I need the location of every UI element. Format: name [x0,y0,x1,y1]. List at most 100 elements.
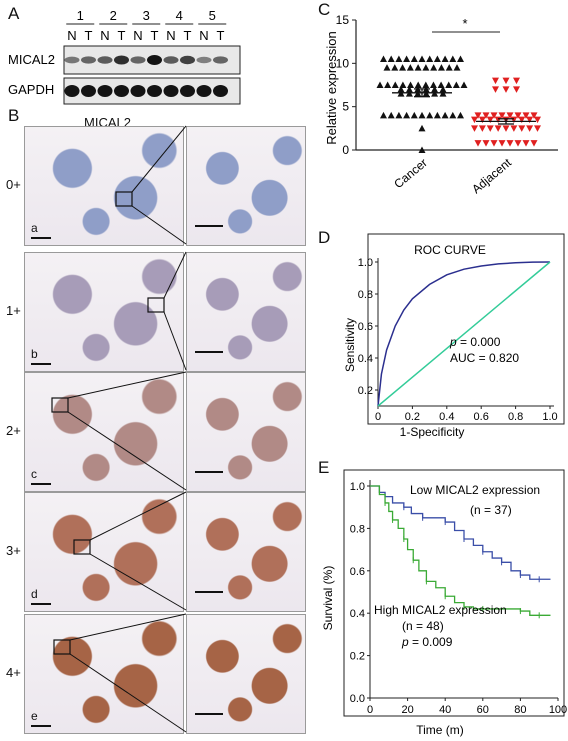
zoom-box [53,639,71,655]
ihc-low-mag-image: a [24,126,184,246]
scatter-point-adjacent [482,140,490,147]
blot-label-gapdh: GAPDH [8,82,54,97]
scatter-point-cancer [453,64,461,71]
scatter-point-cancer [376,81,384,88]
blot-band [147,85,162,97]
scatter-point-cancer [449,111,457,119]
blot-band [81,85,96,97]
ihc-high-mag-image [186,126,306,246]
scatter-point-adjacent [492,77,499,85]
scatter-point-adjacent [471,125,478,132]
survival-xtick: 40 [439,704,451,716]
scatter-point-adjacent [518,116,526,124]
scatter-point-cancer [391,64,399,71]
survival-xtick: 80 [514,704,526,716]
scatter-point-cancer [445,81,453,88]
blot-band [97,56,113,64]
scatter-point-cancer [431,85,439,93]
scatter-point-adjacent [494,116,502,124]
scatter-point-adjacent [530,140,538,147]
lane-label: N [133,28,142,43]
scatter-ytick: 0 [342,143,349,157]
survival-ytick: 0.0 [350,693,365,705]
scatter-point-cancer [452,81,460,88]
scatter-point-cancer [430,64,438,71]
roc-xtick: 1.0 [542,411,557,423]
scatter-point-cancer [395,55,403,62]
scatter-point-cancer [380,111,387,119]
scatter-point-adjacent [498,112,506,119]
scale-bar [195,225,223,227]
scatter-point-adjacent [474,140,482,147]
ihc-sublabel: b [31,347,38,361]
lane-group-labels: 1 2 3 4 5 [66,8,227,25]
scale-bar [31,363,51,365]
scatter-point-adjacent [502,77,510,85]
scatter-point-adjacent [490,112,498,119]
scatter-point-adjacent [486,125,494,132]
scatter-point-adjacent [510,116,518,124]
scatter-category: Cancer [391,156,430,192]
ihc-score-3: 3+ [6,543,21,558]
survival-xtick: 100 [549,704,567,716]
scatter-point-adjacent [486,116,494,124]
scatter-point-cancer [395,111,403,119]
scatter-point-adjacent [502,86,510,93]
scatter-ytick: 5 [342,100,349,114]
roc-xtick: 0.6 [474,411,489,423]
ihc-high-mag-image [186,252,306,372]
scatter-point-cancer [445,64,453,71]
scatter-point-cancer [403,111,411,119]
survival-line [370,485,551,580]
zoom-box [73,539,91,555]
ihc-score-2: 2+ [6,423,21,438]
scatter-point-cancer [410,55,418,62]
survival-ytick: 0.6 [350,566,365,578]
scatter-point-adjacent [494,125,502,132]
zoom-lines [51,125,187,733]
roc-ylabel: Sensitivity [343,318,357,372]
scatter-point-cancer [405,85,413,93]
scatter-point-adjacent [502,125,510,132]
lane-group-3: 3 [143,8,150,23]
scale-bar [31,603,51,605]
scatter-point-cancer [418,124,426,132]
panel-a-letter: A [8,4,20,23]
scatter-point-cancer [418,111,426,119]
roc-line-reference [377,261,551,407]
scatter-category: Adjacent [469,155,514,196]
survival-xtick: 60 [477,704,489,716]
scatter-point-cancer [410,111,418,119]
scatter-point-adjacent [506,112,514,119]
scatter-point-cancer [449,55,457,62]
roc-xtick: 0.4 [439,411,454,423]
scatter-point-adjacent [474,112,482,119]
scatter-point-cancer [399,64,407,71]
blot-label-mical2: MICAL2 [8,52,55,67]
scatter-point-cancer [407,81,415,88]
blot-band [163,56,179,64]
scatter-point-cancer [426,111,434,119]
scale-bar [195,351,223,353]
blot-band [196,85,212,97]
lane-label: N [199,28,208,43]
scale-bar [31,483,51,485]
panel-b-letter: B [8,106,20,125]
lane-label: T [217,28,225,43]
high-n-label: (n = 48) [402,619,444,633]
blot-band [130,85,146,97]
zoom-box [51,397,69,413]
scatter-chart: Relative expression 0 5 10 15 Cancer Adjacent… [324,13,558,196]
blot-band [180,55,195,65]
scatter-point-adjacent [522,140,530,147]
roc-xtick: 0 [375,411,381,423]
scatter-point-adjacent [471,116,478,124]
scatter-ytick: 10 [336,56,350,70]
scatter-point-cancer [384,81,392,88]
scatter-point-adjacent [513,77,520,85]
roc-xtick: 0.8 [508,411,523,423]
scatter-point-cancer [418,55,426,62]
scatter-point-cancer [441,111,449,119]
blot-band [213,85,228,97]
